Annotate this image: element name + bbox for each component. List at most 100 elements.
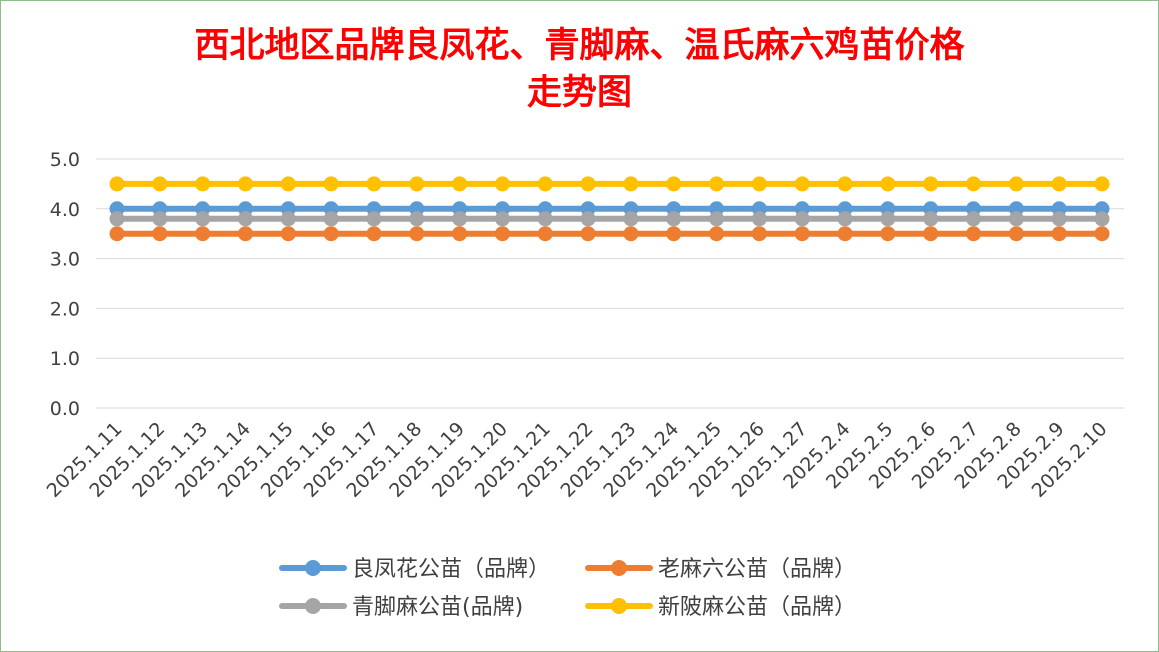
data-point	[237, 226, 253, 242]
data-point	[1094, 176, 1110, 192]
data-point	[323, 211, 339, 227]
legend-item: 良凤花公苗（品牌）	[279, 557, 550, 582]
data-point	[1008, 211, 1024, 227]
data-point	[794, 226, 810, 242]
data-point	[623, 226, 639, 242]
data-point	[152, 226, 168, 242]
legend-swatch-marker	[611, 560, 627, 576]
data-point	[580, 176, 596, 192]
data-point	[109, 176, 125, 192]
data-point	[837, 211, 853, 227]
data-point	[452, 211, 468, 227]
data-point	[109, 226, 125, 242]
data-point	[494, 211, 510, 227]
data-point	[923, 226, 939, 242]
legend-swatch-marker	[305, 598, 321, 614]
data-point	[966, 176, 982, 192]
data-point	[580, 226, 596, 242]
series-2	[109, 226, 1110, 242]
data-point	[709, 176, 725, 192]
data-point	[366, 176, 382, 192]
series-1	[109, 201, 1110, 217]
data-point	[195, 211, 211, 227]
legend-label: 良凤花公苗（品牌）	[352, 557, 550, 582]
legend-item: 老麻六公苗（品牌）	[585, 557, 856, 582]
data-point	[452, 226, 468, 242]
data-point	[580, 211, 596, 227]
legend-swatch-marker	[611, 598, 627, 614]
data-point	[666, 226, 682, 242]
data-point	[323, 176, 339, 192]
data-point	[494, 176, 510, 192]
data-point	[623, 211, 639, 227]
data-point	[623, 176, 639, 192]
data-point	[280, 226, 296, 242]
data-point	[323, 226, 339, 242]
data-point	[280, 211, 296, 227]
data-point	[409, 176, 425, 192]
plot-area	[109, 176, 1110, 242]
data-point	[1008, 176, 1024, 192]
data-point	[709, 211, 725, 227]
legend-label: 青脚麻公苗(品牌)	[352, 595, 523, 620]
y-tick-label: 5.0	[50, 149, 80, 171]
data-point	[751, 176, 767, 192]
y-tick-label: 4.0	[50, 199, 80, 221]
data-point	[1051, 226, 1067, 242]
data-point	[794, 211, 810, 227]
data-point	[366, 211, 382, 227]
legend-item: 青脚麻公苗(品牌)	[279, 595, 523, 620]
data-point	[366, 226, 382, 242]
legend-label: 新陂麻公苗（品牌）	[658, 595, 856, 620]
data-point	[709, 226, 725, 242]
data-point	[751, 226, 767, 242]
data-point	[880, 226, 896, 242]
data-point	[494, 226, 510, 242]
y-tick-label: 0.0	[50, 398, 80, 420]
data-point	[452, 176, 468, 192]
data-point	[1051, 176, 1067, 192]
data-point	[1094, 211, 1110, 227]
data-point	[280, 176, 296, 192]
series-4	[109, 176, 1110, 192]
data-point	[1008, 226, 1024, 242]
data-point	[1051, 211, 1067, 227]
data-point	[966, 211, 982, 227]
data-point	[880, 176, 896, 192]
data-point	[837, 176, 853, 192]
data-point	[152, 211, 168, 227]
data-point	[666, 176, 682, 192]
data-point	[409, 211, 425, 227]
data-point	[923, 211, 939, 227]
data-point	[794, 176, 810, 192]
legend: 良凤花公苗（品牌） 老麻六公苗（品牌） 青脚麻公苗(品牌) 新陂麻公苗（品牌）	[279, 557, 856, 620]
data-point	[195, 176, 211, 192]
data-point	[109, 211, 125, 227]
data-point	[537, 176, 553, 192]
data-point	[237, 176, 253, 192]
data-point	[537, 211, 553, 227]
legend-swatch-marker	[305, 560, 321, 576]
data-point	[537, 226, 553, 242]
legend-label: 老麻六公苗（品牌）	[658, 557, 856, 582]
y-axis: 0.0 1.0 2.0 3.0 4.0 5.0	[50, 149, 80, 420]
x-axis: 2025.1.112025.1.122025.1.132025.1.142025…	[43, 418, 1112, 502]
chart-title-line2: 走势图	[526, 72, 632, 113]
data-point	[751, 211, 767, 227]
data-point	[1094, 226, 1110, 242]
data-point	[152, 176, 168, 192]
chart-title: 西北地区品牌良凤花、青脚麻、温氏麻六鸡苗价格 走势图	[0, 22, 1159, 116]
y-tick-label: 2.0	[50, 298, 80, 320]
data-point	[966, 226, 982, 242]
gridlines	[96, 158, 1124, 409]
data-point	[923, 176, 939, 192]
data-point	[666, 211, 682, 227]
data-point	[195, 226, 211, 242]
y-tick-label: 1.0	[50, 348, 80, 370]
legend-item: 新陂麻公苗（品牌）	[585, 595, 856, 620]
data-point	[837, 226, 853, 242]
series-3	[109, 211, 1110, 227]
data-point	[237, 211, 253, 227]
